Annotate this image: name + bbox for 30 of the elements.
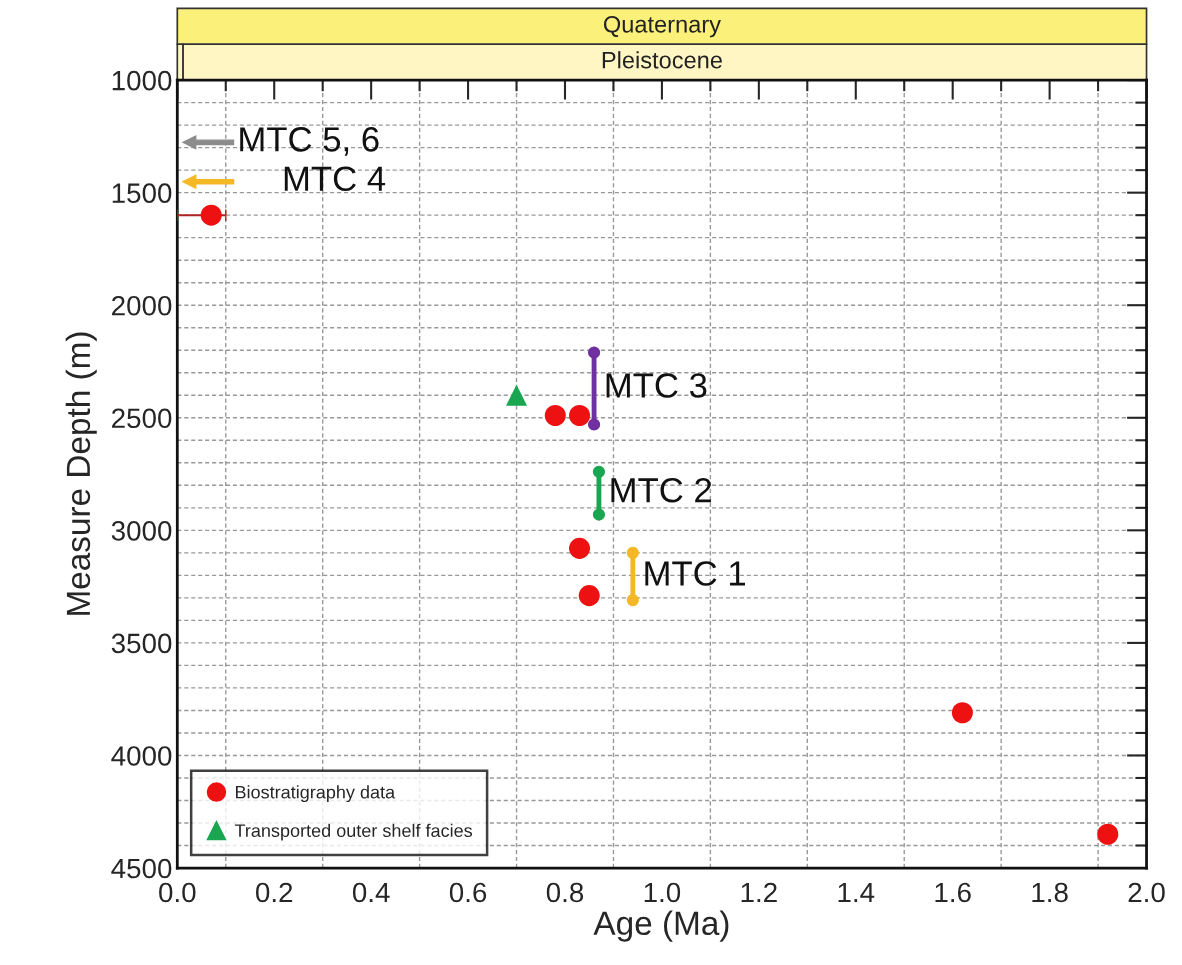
- y-tick-label: 3000: [111, 521, 172, 541]
- y-tick-label: 4000: [111, 746, 172, 766]
- legend-label: Biostratigraphy data: [235, 785, 396, 803]
- y-tick-label: 4500: [111, 858, 172, 879]
- x-tick-label: 0.0: [159, 882, 196, 903]
- series-label: MTC 2: [611, 477, 712, 503]
- x-tick-label: 0.4: [352, 882, 390, 903]
- x-tick-label: 1.8: [1032, 882, 1068, 903]
- annotation: MTC 5, 6: [240, 127, 379, 156]
- y-tick-label: 3500: [111, 633, 172, 654]
- y-axis-title: Measure Depth (m): [65, 332, 97, 615]
- series-label: MTC 3: [606, 373, 707, 398]
- x-tick-label: 0.8: [546, 882, 584, 903]
- y-tick-label: 1000: [112, 70, 172, 91]
- x-tick-label: 1.6: [935, 882, 971, 903]
- x-tick-label: 2.0: [1128, 882, 1165, 903]
- y-tick-label: 2000: [112, 295, 172, 316]
- series-label: MTC 1: [645, 561, 746, 586]
- legend-label: Transported outer shelf facies: [234, 823, 473, 841]
- text: Quaternary: [603, 15, 721, 38]
- x-tick-label: 0.2: [256, 882, 293, 903]
- x-tick-label: 1.2: [741, 882, 777, 903]
- x-tick-label: 1.4: [838, 882, 875, 903]
- x-tick-label: 0.6: [449, 882, 487, 903]
- text: Pleistocene: [602, 51, 722, 69]
- y-tick-label: 2500: [112, 408, 172, 429]
- x-axis-title: Age (Ma): [593, 910, 729, 942]
- y-tick-label: 1500: [112, 183, 172, 203]
- x-tick-label: 1.0: [644, 882, 681, 903]
- annotation: MTC 4: [284, 166, 386, 192]
